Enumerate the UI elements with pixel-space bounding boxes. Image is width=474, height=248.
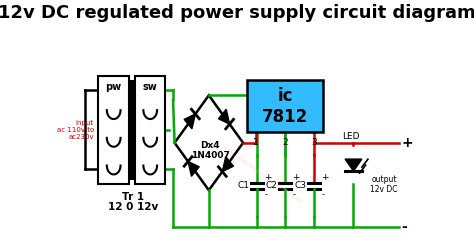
Text: C3: C3	[294, 181, 306, 190]
Text: output
12v DC: output 12v DC	[370, 175, 398, 194]
Text: ic
7812: ic 7812	[262, 87, 308, 125]
Text: C1: C1	[237, 181, 249, 190]
Bar	[247, 81, 323, 132]
Text: pw: pw	[106, 82, 122, 93]
Polygon shape	[222, 157, 234, 172]
Text: Dx4
1N4007: Dx4 1N4007	[191, 141, 230, 160]
Text: 1: 1	[253, 138, 259, 147]
Text: 12v DC regulated power supply circuit diagram: 12v DC regulated power supply circuit di…	[0, 4, 474, 22]
Text: sw: sw	[143, 82, 157, 93]
Text: C2: C2	[265, 181, 277, 190]
Text: 2: 2	[282, 138, 288, 147]
Text: 3: 3	[311, 138, 317, 147]
Text: -: -	[321, 190, 325, 199]
Text: http://electronics4project.com/: http://electronics4project.com/	[221, 144, 303, 204]
Polygon shape	[188, 161, 199, 176]
Bar	[99, 76, 129, 184]
Text: +: +	[401, 136, 413, 150]
Polygon shape	[184, 114, 195, 129]
Text: -: -	[292, 190, 296, 199]
Text: input
ac 110v to
ac230v: input ac 110v to ac230v	[56, 120, 94, 140]
Text: 12 0 12v: 12 0 12v	[108, 202, 158, 212]
Text: -: -	[264, 190, 267, 199]
Text: Tr 1: Tr 1	[122, 192, 144, 202]
Text: LED: LED	[342, 132, 360, 141]
Polygon shape	[219, 109, 229, 124]
Bar	[135, 76, 165, 184]
Polygon shape	[345, 159, 362, 171]
Text: -: -	[401, 220, 407, 234]
Text: +: +	[321, 173, 329, 182]
Text: +: +	[292, 173, 300, 182]
Text: +: +	[264, 173, 272, 182]
